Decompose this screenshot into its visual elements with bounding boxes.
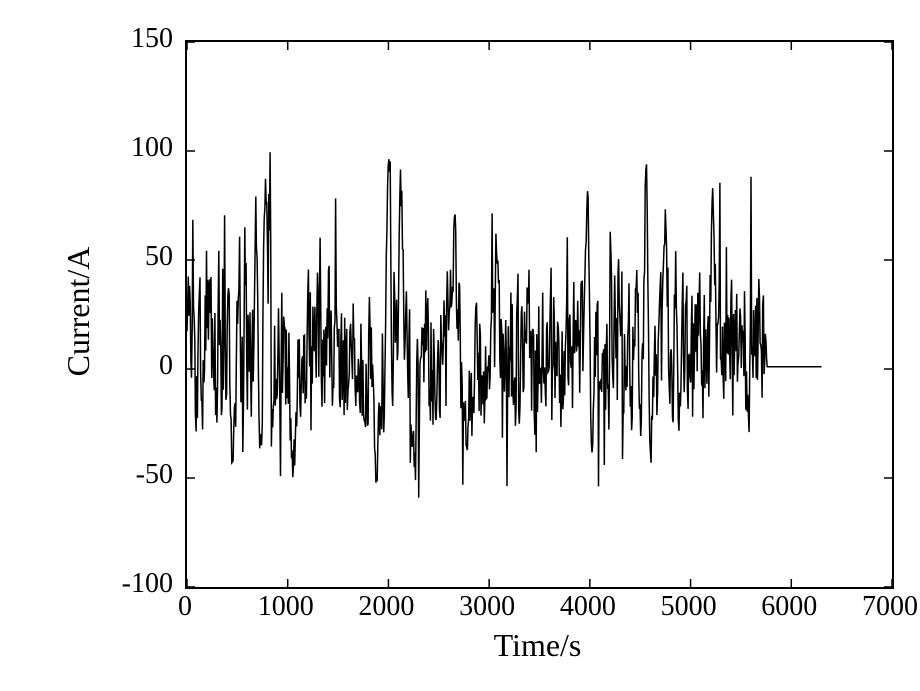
chart-container: Current/A Time/s -100-50050100150 010002… [50,20,870,660]
x-axis-label: Time/s [185,627,890,664]
plot-area [185,40,894,589]
y-tick-label: -50 [50,459,173,491]
y-tick-label: 150 [50,23,173,55]
x-tick-label: 5000 [639,591,739,623]
x-tick-label: 7000 [840,591,920,623]
x-tick-label: 1000 [236,591,336,623]
x-tick-label: 4000 [538,591,638,623]
x-tick-label: 6000 [739,591,839,623]
tick-marks [187,42,892,587]
x-tick-label: 3000 [437,591,537,623]
y-axis-label: Current/A [60,39,97,584]
y-tick-label: 100 [50,132,173,164]
x-tick-label: 0 [135,591,235,623]
y-tick-label: 0 [50,350,173,382]
y-tick-label: 50 [50,241,173,273]
x-tick-label: 2000 [336,591,436,623]
